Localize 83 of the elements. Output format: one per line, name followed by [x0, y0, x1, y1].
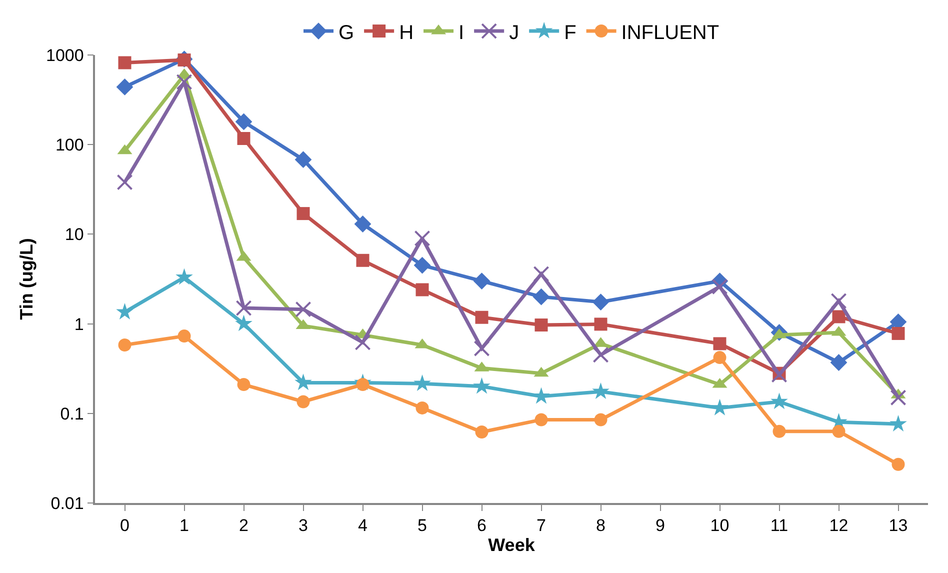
point	[475, 426, 488, 438]
x-tick-label: 8	[596, 516, 606, 536]
y-tick-label: 0.01	[50, 494, 84, 513]
point	[890, 414, 907, 432]
point	[116, 174, 133, 190]
point	[473, 272, 490, 290]
point	[832, 424, 846, 438]
point	[771, 366, 788, 383]
point	[296, 207, 310, 220]
x-tick-label: 3	[298, 516, 308, 536]
point	[830, 354, 848, 371]
point	[356, 254, 370, 267]
x-tick-label: 5	[418, 516, 427, 536]
x-tick-label: 0	[120, 516, 130, 536]
point	[594, 413, 608, 426]
point	[890, 390, 906, 406]
y-tick-label: 1000	[46, 46, 84, 65]
point	[594, 318, 608, 331]
point	[416, 283, 429, 296]
x-tick-label: 6	[477, 516, 486, 536]
x-tick-label: 13	[888, 516, 908, 536]
point	[772, 424, 786, 438]
point	[592, 294, 610, 310]
legend-label: INFLUENT	[621, 22, 720, 44]
x-tick-label: 9	[656, 516, 665, 536]
x-tick-label: 12	[829, 516, 848, 536]
legend-label: F	[564, 22, 576, 44]
point	[237, 132, 250, 145]
point	[178, 330, 191, 343]
point	[713, 351, 726, 364]
x-tick-label: 2	[239, 516, 248, 536]
point	[475, 310, 488, 324]
y-axis-title: Tin (ug/L)	[16, 238, 37, 320]
point	[892, 326, 905, 340]
point	[116, 303, 134, 320]
point	[295, 301, 312, 318]
x-tick-label: 4	[358, 516, 368, 536]
point	[832, 310, 846, 324]
point	[416, 401, 429, 414]
point	[414, 230, 430, 246]
point	[236, 300, 252, 316]
point	[118, 56, 132, 70]
point	[414, 374, 431, 391]
y-tick-label: 0.1	[60, 404, 84, 424]
y-tick-label: 100	[55, 136, 84, 155]
point	[713, 337, 726, 350]
point	[473, 377, 490, 394]
legend-label: I	[458, 22, 464, 44]
point	[532, 288, 550, 306]
y-tick-label: 1	[74, 314, 84, 334]
point	[712, 278, 728, 295]
point	[592, 346, 609, 363]
point	[296, 395, 310, 408]
point	[414, 256, 431, 274]
point	[534, 318, 548, 332]
point	[116, 78, 134, 96]
point	[235, 314, 252, 332]
legend-label: G	[338, 22, 354, 44]
point	[118, 338, 132, 352]
point	[294, 374, 312, 390]
point	[533, 266, 550, 282]
point	[354, 334, 371, 350]
point	[770, 392, 788, 410]
x-axis-title: Week	[488, 534, 536, 555]
x-tick-label: 11	[770, 516, 788, 536]
x-tick-label: 7	[536, 516, 546, 536]
point	[237, 378, 250, 392]
point	[176, 74, 192, 90]
point	[354, 216, 372, 232]
point	[176, 268, 193, 285]
point	[711, 398, 728, 416]
x-tick-label: 1	[180, 516, 189, 536]
point	[892, 458, 905, 471]
point	[534, 413, 548, 426]
legend-label: H	[399, 22, 414, 44]
point	[830, 292, 847, 309]
legend-label: J	[509, 22, 520, 44]
point	[294, 151, 312, 168]
point	[235, 113, 252, 130]
point	[592, 382, 610, 399]
x-tick-label: 10	[710, 516, 730, 536]
y-tick-label: 10	[64, 225, 84, 244]
point	[474, 340, 490, 356]
